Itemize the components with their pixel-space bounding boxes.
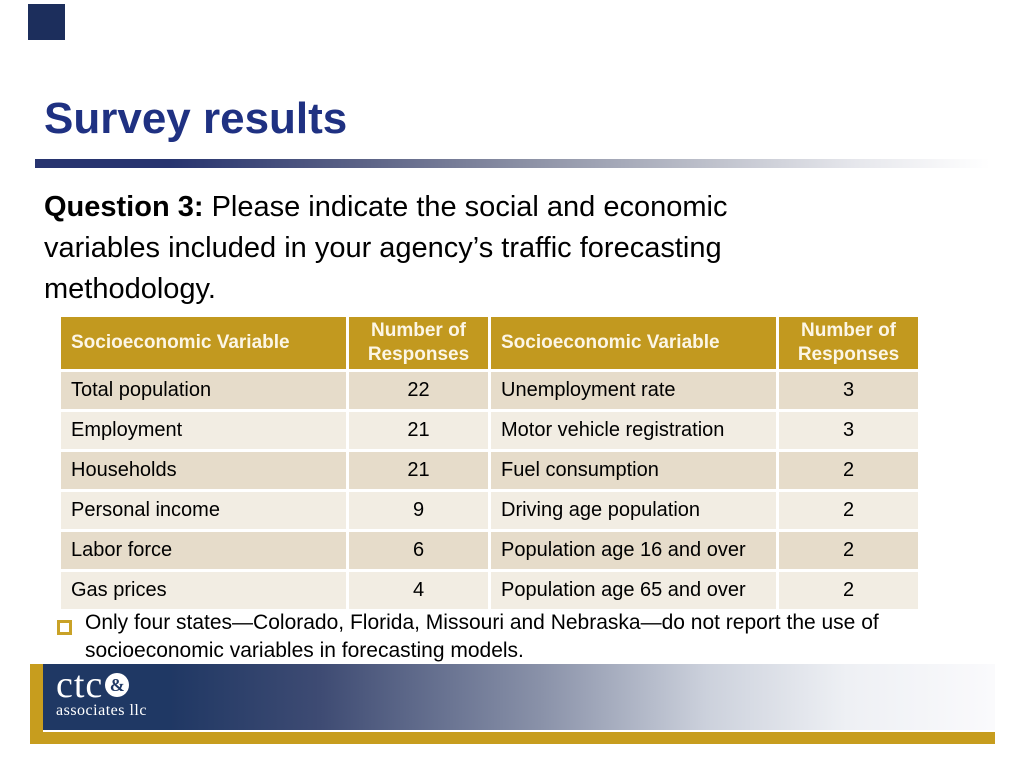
cell-variable: Gas prices [58, 569, 349, 612]
slide-corner-accent [28, 4, 65, 40]
note-line-1: Only four states—Colorado, Florida, Miss… [85, 611, 879, 634]
note-text: Only four states—Colorado, Florida, Miss… [85, 609, 975, 665]
cell-responses: 2 [776, 449, 921, 492]
note-line-2: socioeconomic variables in forecasting m… [85, 639, 524, 662]
cell-responses: 4 [346, 569, 491, 612]
survey-results-table: Socioeconomic Variable Number of Respons… [58, 314, 921, 612]
bullet-square-icon [57, 620, 72, 635]
title-divider [35, 159, 990, 168]
cell-responses: 2 [776, 489, 921, 532]
question-line-2: variables included in your agency’s traf… [44, 232, 722, 264]
logo-name-row: ctc & [56, 664, 172, 706]
company-logo: ctc & associates llc [43, 664, 172, 730]
table-row: Gas prices 4 Population age 65 and over … [58, 569, 921, 612]
logo-name-text: ctc [56, 664, 104, 706]
cell-responses: 2 [776, 529, 921, 572]
slide-title: Survey results [44, 94, 348, 143]
cell-variable: Motor vehicle registration [488, 409, 779, 452]
table-row: Personal income 9 Driving age population… [58, 489, 921, 532]
cell-responses: 22 [346, 369, 491, 412]
cell-variable: Total population [58, 369, 349, 412]
cell-variable: Unemployment rate [488, 369, 779, 412]
table-row: Total population 22 Unemployment rate 3 [58, 369, 921, 412]
cell-responses: 2 [776, 569, 921, 612]
question-label: Question 3: [44, 191, 204, 223]
cell-responses: 3 [776, 409, 921, 452]
header-socioeconomic-variable-left: Socioeconomic Variable [58, 314, 349, 372]
table-row: Labor force 6 Population age 16 and over… [58, 529, 921, 572]
cell-variable: Driving age population [488, 489, 779, 532]
table-row: Households 21 Fuel consumption 2 [58, 449, 921, 492]
question-text: Question 3: Please indicate the social a… [44, 187, 894, 310]
table-header-row: Socioeconomic Variable Number of Respons… [58, 314, 921, 372]
cell-variable: Personal income [58, 489, 349, 532]
cell-responses: 21 [346, 449, 491, 492]
cell-variable: Labor force [58, 529, 349, 572]
cell-responses: 21 [346, 409, 491, 452]
footer-gold-bar [30, 732, 995, 744]
cell-variable: Employment [58, 409, 349, 452]
cell-responses: 9 [346, 489, 491, 532]
header-socioeconomic-variable-right: Socioeconomic Variable [488, 314, 779, 372]
footer-gradient-bar [172, 664, 995, 730]
header-number-of-responses-right: Number of Responses [776, 314, 921, 372]
logo-ampersand-icon: & [105, 673, 130, 697]
cell-responses: 3 [776, 369, 921, 412]
cell-responses: 6 [346, 529, 491, 572]
cell-variable: Population age 65 and over [488, 569, 779, 612]
table-row: Employment 21 Motor vehicle registration… [58, 409, 921, 452]
cell-variable: Households [58, 449, 349, 492]
question-line-3: methodology. [44, 273, 216, 305]
cell-variable: Population age 16 and over [488, 529, 779, 572]
cell-variable: Fuel consumption [488, 449, 779, 492]
footer-gold-stripe [30, 664, 43, 744]
question-line-1: Please indicate the social and economic [203, 191, 728, 223]
header-number-of-responses-left: Number of Responses [346, 314, 491, 372]
logo-subtitle: associates llc [56, 702, 147, 719]
